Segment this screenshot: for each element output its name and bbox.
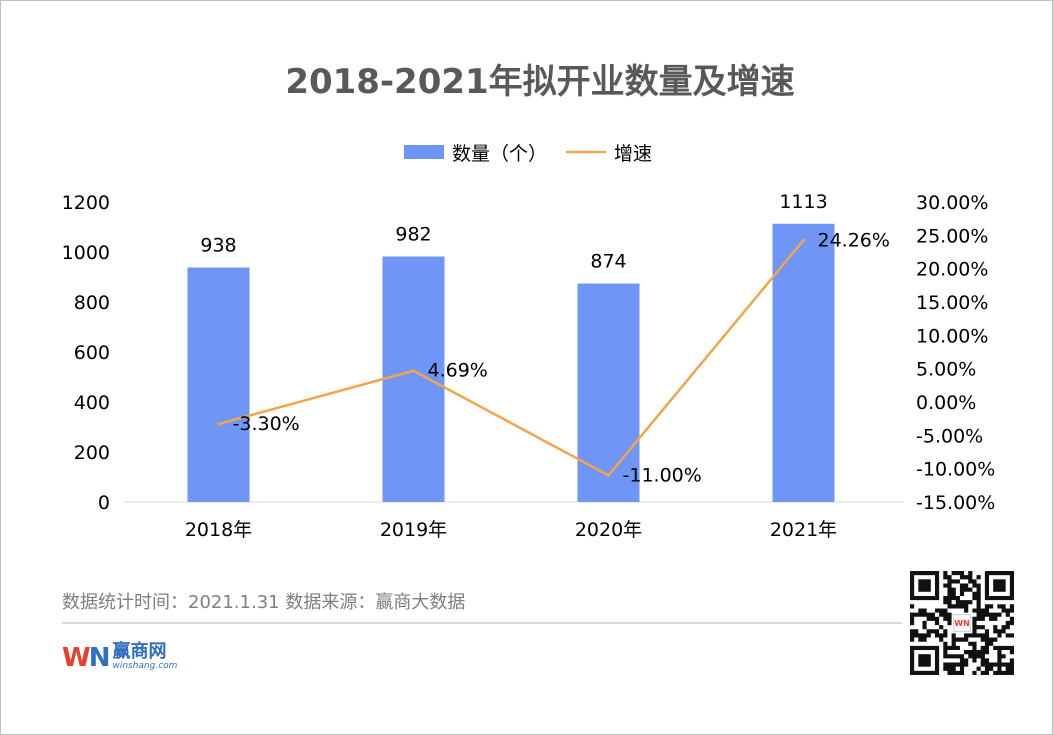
line-series: -3.30% 4.69% -11.00% 24.26%	[217, 229, 890, 486]
growth-point	[802, 238, 805, 242]
qr-finder	[918, 654, 931, 667]
y-left-tick-label: 400	[74, 392, 110, 414]
bar-value-label: 938	[200, 235, 236, 257]
legend-label-bar: 数量（个）	[452, 143, 547, 165]
growth-value-label: -3.30%	[233, 413, 300, 435]
qr-finder	[918, 579, 931, 592]
growth-value-label: 24.26%	[818, 229, 890, 251]
growth-point	[217, 422, 220, 426]
bar-series: 938 982 874 1113	[187, 191, 835, 502]
y-right-tick-label: 15.00%	[916, 292, 988, 314]
x-tick-label: 2019年	[380, 519, 447, 541]
logo-mark-icon: WN	[62, 643, 110, 673]
qr-modules	[910, 571, 1014, 675]
bar	[772, 223, 835, 502]
y-left-tick-label: 0	[98, 492, 110, 514]
x-tick-label: 2020年	[575, 519, 642, 541]
source-note: 数据统计时间：2021.1.31 数据来源：赢商大数据	[62, 592, 466, 613]
y-left-tick-label: 1200	[62, 192, 110, 214]
growth-point	[412, 369, 415, 373]
bar	[187, 267, 250, 502]
logo-name: 赢商网	[112, 641, 167, 662]
qr-center-logo	[953, 614, 971, 632]
legend-swatch-bar	[404, 145, 444, 159]
y-right-tick-label: 0.00%	[916, 392, 976, 414]
chart-title: 2018-2021年拟开业数量及增速	[285, 62, 794, 102]
footer-divider	[62, 622, 902, 624]
y-left-tick-label: 1000	[62, 242, 110, 264]
y-right-tick-label: 5.00%	[916, 359, 976, 381]
growth-line	[218, 239, 805, 477]
bar-value-label: 874	[590, 251, 626, 273]
y-right-tick-label: 20.00%	[916, 259, 988, 281]
legend: 数量（个） 增速	[404, 143, 652, 165]
bar-value-label: 982	[395, 224, 431, 246]
y-right-tick-label: -10.00%	[916, 459, 995, 481]
growth-value-label: -11.00%	[623, 464, 702, 486]
y-axis-right: -15.00% -10.00% -5.00% 0.00% 5.00% 10.00% 15.0…	[916, 192, 995, 514]
x-axis: 2018年 2019年 2020年 2021年	[185, 519, 837, 541]
growth-value-label: 4.69%	[428, 360, 488, 382]
y-left-tick-label: 800	[74, 292, 110, 314]
y-right-tick-label: -15.00%	[916, 492, 995, 514]
y-right-tick-label: 10.00%	[916, 325, 988, 347]
y-right-tick-label: 30.00%	[916, 192, 988, 214]
qr-finder	[993, 579, 1006, 592]
bar	[382, 256, 445, 502]
legend-label-line: 增速	[614, 143, 652, 165]
qr-code-icon[interactable]: WN	[908, 571, 1016, 675]
y-axis-left: 0 200 400 600 800 1000 1200	[62, 192, 110, 514]
x-tick-label: 2018年	[185, 519, 252, 541]
y-left-tick-label: 200	[74, 442, 110, 464]
x-tick-label: 2021年	[770, 519, 837, 541]
qr-center-mark: WN	[954, 619, 970, 628]
y-right-tick-label: 25.00%	[916, 225, 988, 247]
growth-point	[607, 473, 610, 477]
bar-value-label: 1113	[779, 191, 827, 213]
y-right-tick-label: -5.00%	[916, 425, 983, 447]
logo-url: winshang.com	[112, 661, 178, 671]
winshang-logo[interactable]: WN 赢商网 winshang.com	[62, 641, 178, 673]
y-left-tick-label: 600	[74, 342, 110, 364]
